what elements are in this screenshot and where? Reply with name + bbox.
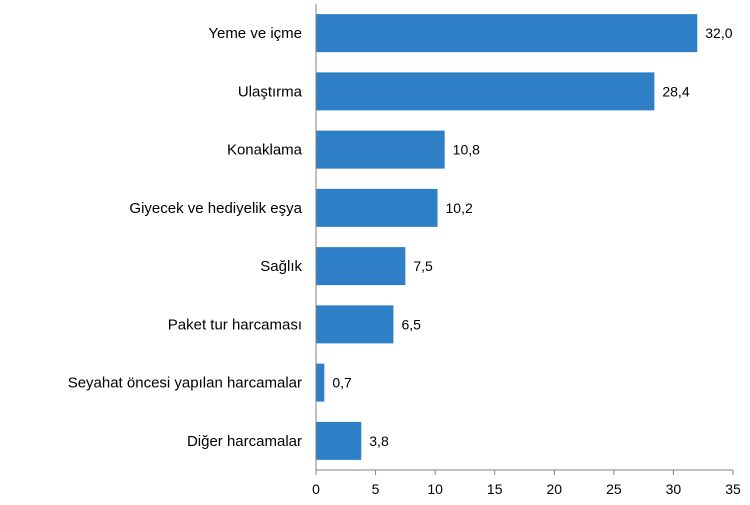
bar-8 [316,421,362,460]
bars-group [316,14,698,460]
category-label: Diğer harcamalar [187,433,302,450]
category-label: Sağlık [260,258,302,275]
bar-2 [316,72,655,111]
value-label: 28,4 [662,83,689,99]
bar-7 [316,363,325,402]
value-label: 6,5 [401,316,421,332]
category-label: Konaklama [227,142,303,159]
bar-4 [316,188,438,227]
category-label: Giyecek ve hediyelik eşya [129,200,302,217]
value-label: 0,7 [332,375,352,391]
x-tick-label: 20 [546,481,562,497]
category-labels: Yeme ve içme Ulaştırma Konaklama Giyecek ve… [68,25,303,450]
value-labels: 32,0 28,4 10,8 10,2 7,5 6,5 0,7 3,8 [332,25,732,449]
bar-1 [316,14,698,53]
value-label: 10,2 [446,200,473,216]
category-label: Yeme ve içme [208,25,302,42]
bar-3 [316,130,445,169]
axes: 0 5 10 15 20 25 30 35 [312,4,741,497]
bar-5 [316,247,406,286]
x-tick-label: 25 [606,481,622,497]
value-label: 10,8 [453,142,480,158]
value-label: 32,0 [705,25,732,41]
x-tick-label: 5 [372,481,380,497]
x-tick-label: 10 [427,481,443,497]
x-tick-label: 15 [487,481,503,497]
category-label: Paket tur harcaması [168,316,302,333]
x-tick-label: 30 [666,481,682,497]
x-tick-label: 35 [725,481,741,497]
category-label: Ulaştırma [238,83,303,100]
value-label: 7,5 [413,258,433,274]
category-label: Seyahat öncesi yapılan harcamalar [68,375,302,392]
bar-6 [316,305,394,344]
x-tick-label: 0 [312,481,320,497]
value-label: 3,8 [369,433,389,449]
